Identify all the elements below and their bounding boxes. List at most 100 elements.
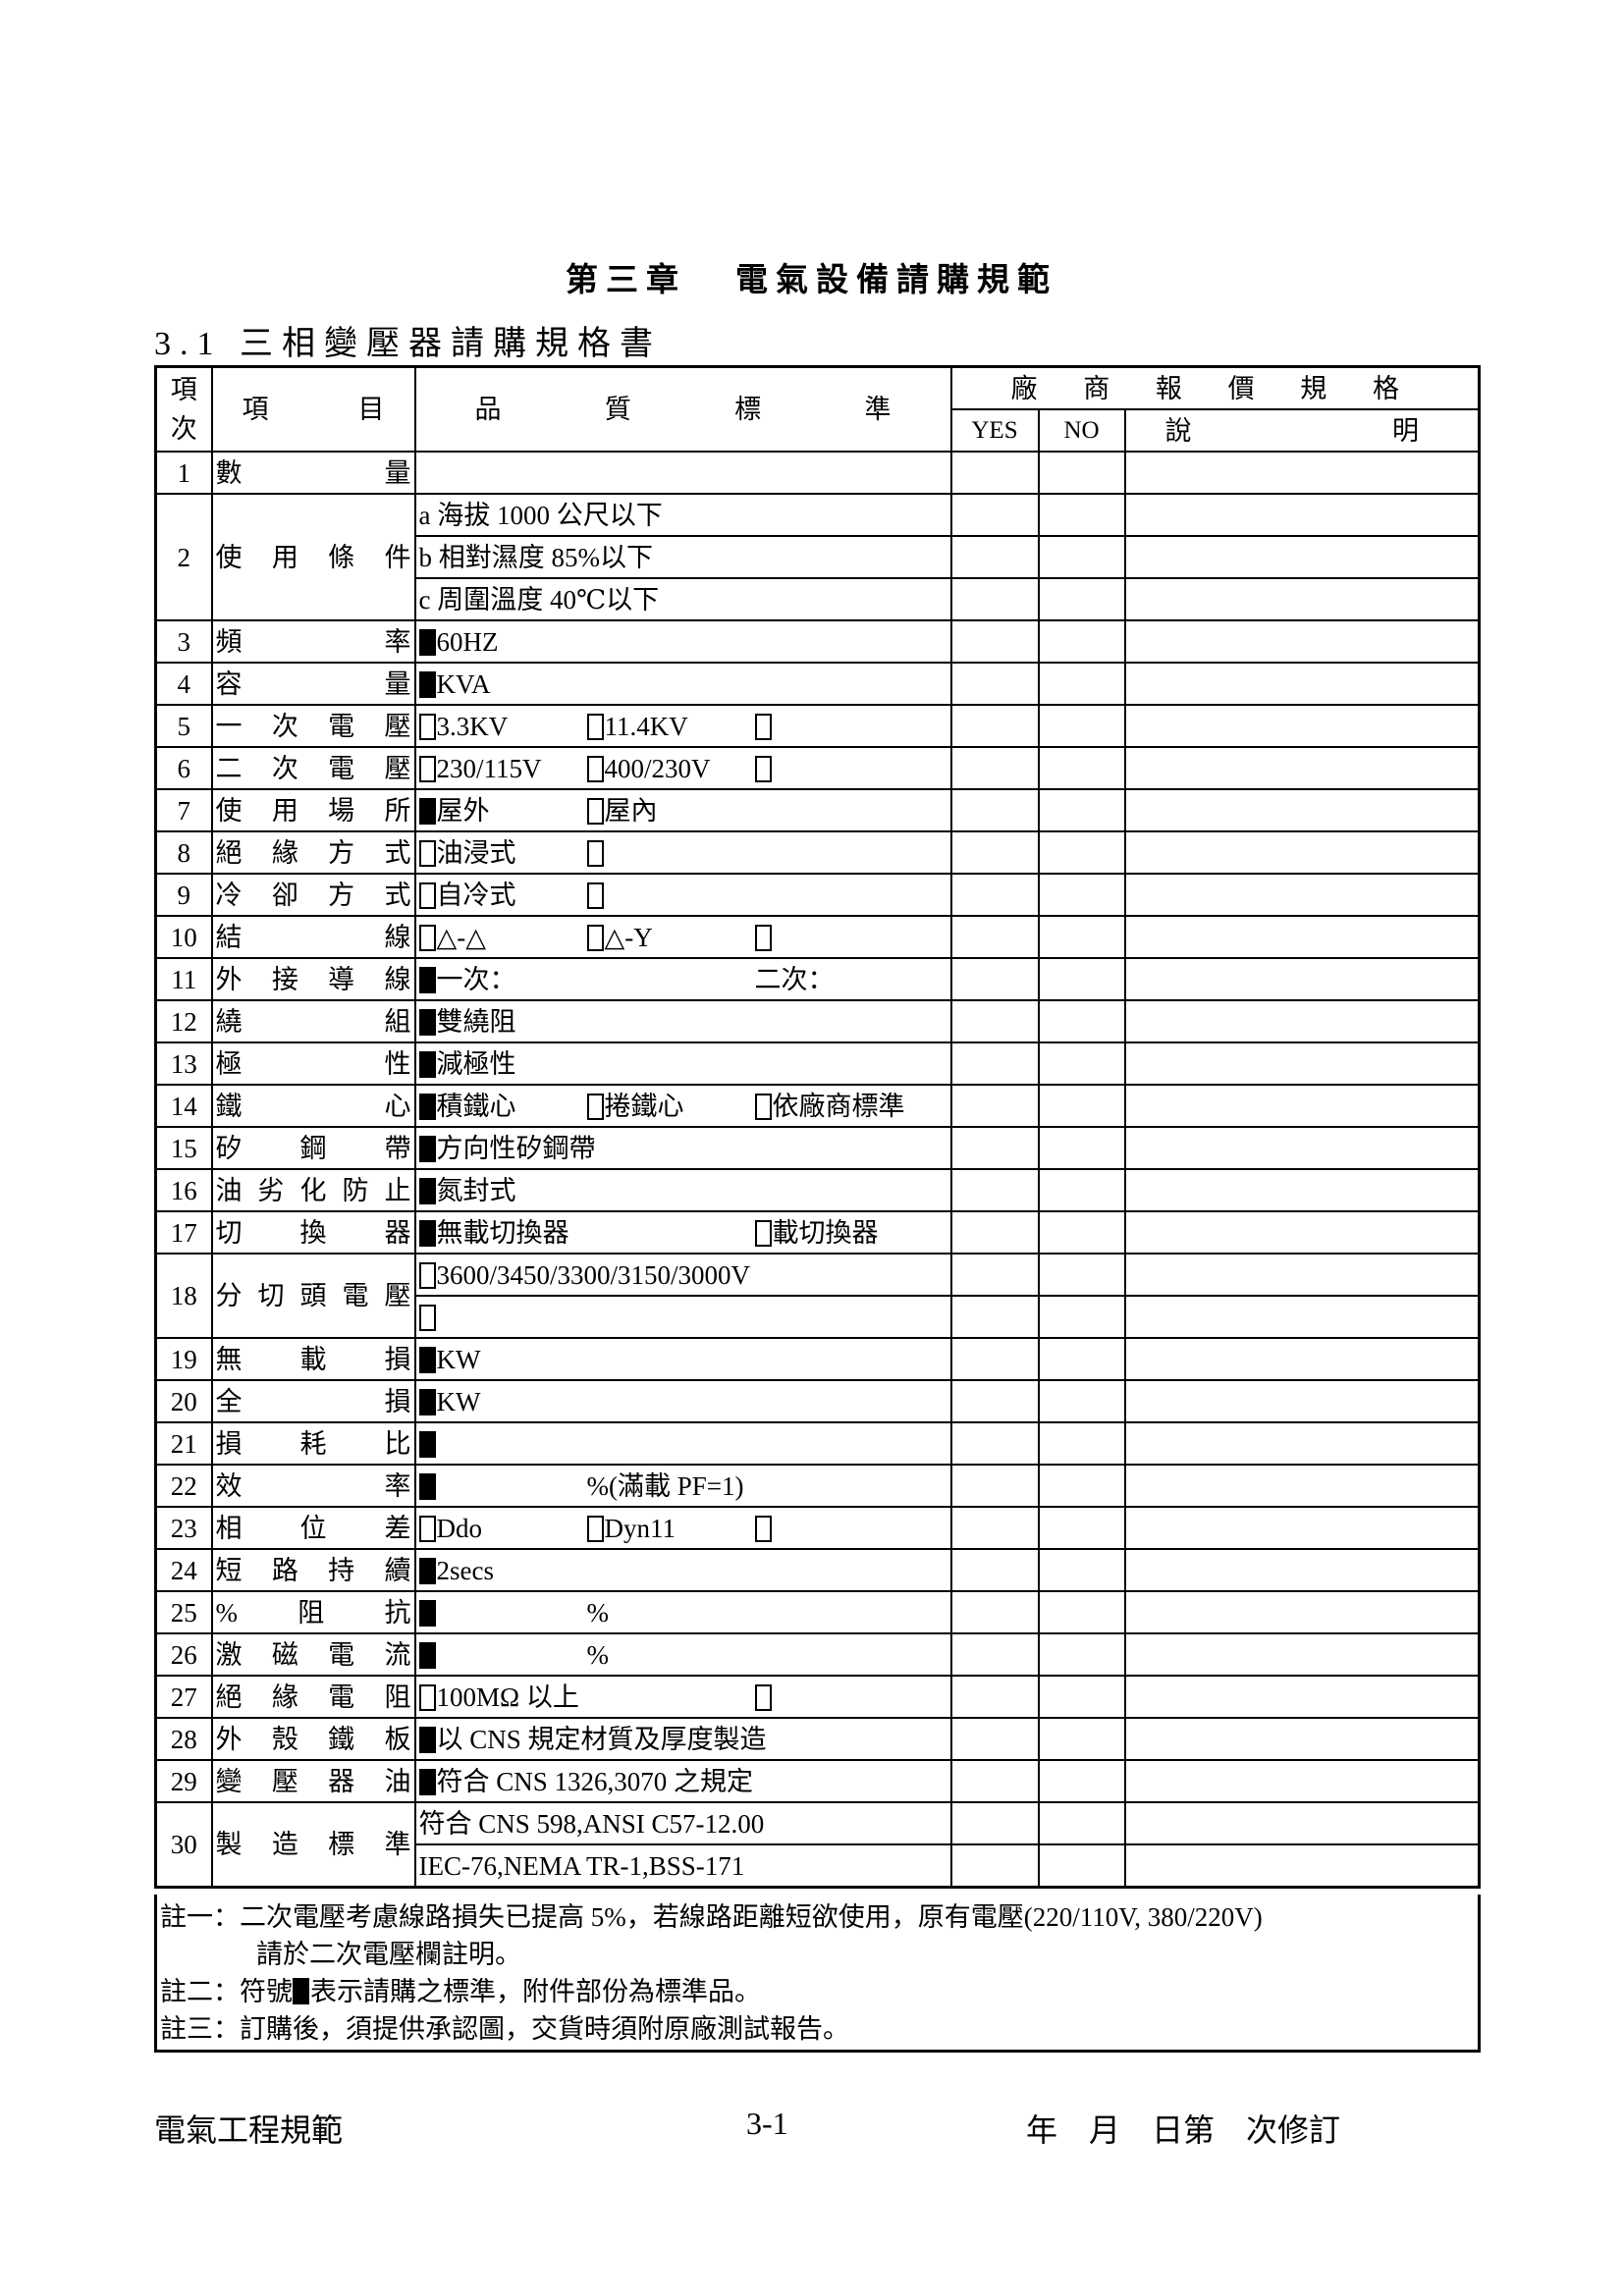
no-cell[interactable] (1037, 493, 1126, 537)
remark-cell[interactable] (1123, 1843, 1481, 1889)
empty-checkbox-icon[interactable] (754, 713, 772, 740)
remark-cell[interactable] (1123, 788, 1481, 832)
remark-cell[interactable] (1123, 1379, 1481, 1423)
empty-checkbox-icon[interactable] (418, 755, 436, 782)
yes-cell[interactable] (949, 1084, 1040, 1128)
no-cell[interactable] (1037, 1168, 1126, 1212)
remark-cell[interactable] (1123, 619, 1481, 664)
yes-cell[interactable] (949, 1548, 1040, 1592)
yes-cell[interactable] (949, 535, 1040, 579)
remark-cell[interactable] (1123, 1168, 1481, 1212)
empty-checkbox-icon[interactable] (418, 839, 436, 867)
remark-cell[interactable] (1123, 1210, 1481, 1255)
no-cell[interactable] (1037, 1632, 1126, 1677)
remark-cell[interactable] (1123, 957, 1481, 1001)
empty-checkbox-icon[interactable] (754, 1093, 772, 1120)
no-cell[interactable] (1037, 1675, 1126, 1719)
yes-cell[interactable] (949, 1590, 1040, 1634)
no-cell[interactable] (1037, 619, 1126, 664)
remark-cell[interactable] (1123, 915, 1481, 959)
empty-checkbox-icon[interactable] (586, 924, 604, 951)
yes-cell[interactable] (949, 957, 1040, 1001)
yes-cell[interactable] (949, 1126, 1040, 1170)
no-cell[interactable] (1037, 1253, 1126, 1297)
yes-cell[interactable] (949, 1168, 1040, 1212)
empty-checkbox-icon[interactable] (586, 839, 604, 867)
empty-checkbox-icon[interactable] (418, 1261, 436, 1289)
yes-cell[interactable] (949, 1337, 1040, 1381)
empty-checkbox-icon[interactable] (418, 1515, 436, 1542)
yes-cell[interactable] (949, 1759, 1040, 1803)
remark-cell[interactable] (1123, 1801, 1481, 1845)
remark-cell[interactable] (1123, 830, 1481, 875)
yes-cell[interactable] (949, 999, 1040, 1043)
yes-cell[interactable] (949, 1379, 1040, 1423)
yes-cell[interactable] (949, 1506, 1040, 1550)
remark-cell[interactable] (1123, 1464, 1481, 1508)
empty-checkbox-icon[interactable] (586, 713, 604, 740)
remark-cell[interactable] (1123, 1759, 1481, 1803)
empty-checkbox-icon[interactable] (418, 881, 436, 909)
no-cell[interactable] (1037, 1464, 1126, 1508)
yes-cell[interactable] (949, 577, 1040, 621)
yes-cell[interactable] (949, 1843, 1040, 1889)
yes-cell[interactable] (949, 1210, 1040, 1255)
empty-checkbox-icon[interactable] (586, 881, 604, 909)
yes-cell[interactable] (949, 915, 1040, 959)
yes-cell[interactable] (949, 830, 1040, 875)
empty-checkbox-icon[interactable] (418, 1304, 436, 1331)
remark-cell[interactable] (1123, 1337, 1481, 1381)
yes-cell[interactable] (949, 1464, 1040, 1508)
yes-cell[interactable] (949, 1253, 1040, 1297)
no-cell[interactable] (1037, 704, 1126, 748)
no-cell[interactable] (1037, 788, 1126, 832)
empty-checkbox-icon[interactable] (754, 1219, 772, 1247)
remark-cell[interactable] (1123, 493, 1481, 537)
no-cell[interactable] (1037, 873, 1126, 917)
yes-cell[interactable] (949, 746, 1040, 790)
empty-checkbox-icon[interactable] (586, 1093, 604, 1120)
no-cell[interactable] (1037, 1421, 1126, 1466)
yes-cell[interactable] (949, 1421, 1040, 1466)
yes-cell[interactable] (949, 788, 1040, 832)
empty-checkbox-icon[interactable] (754, 755, 772, 782)
remark-cell[interactable] (1123, 535, 1481, 579)
empty-checkbox-icon[interactable] (754, 924, 772, 951)
no-cell[interactable] (1037, 1759, 1126, 1803)
remark-cell[interactable] (1123, 1041, 1481, 1086)
no-cell[interactable] (1037, 1210, 1126, 1255)
remark-cell[interactable] (1123, 1506, 1481, 1550)
yes-cell[interactable] (949, 1717, 1040, 1761)
yes-cell[interactable] (949, 451, 1040, 495)
empty-checkbox-icon[interactable] (586, 1515, 604, 1542)
no-cell[interactable] (1037, 1801, 1126, 1845)
yes-cell[interactable] (949, 1041, 1040, 1086)
no-cell[interactable] (1037, 1337, 1126, 1381)
remark-cell[interactable] (1123, 1632, 1481, 1677)
remark-cell[interactable] (1123, 1253, 1481, 1297)
empty-checkbox-icon[interactable] (586, 755, 604, 782)
yes-cell[interactable] (949, 1801, 1040, 1845)
remark-cell[interactable] (1123, 1295, 1481, 1339)
no-cell[interactable] (1037, 957, 1126, 1001)
remark-cell[interactable] (1123, 1548, 1481, 1592)
remark-cell[interactable] (1123, 1421, 1481, 1466)
empty-checkbox-icon[interactable] (418, 924, 436, 951)
no-cell[interactable] (1037, 662, 1126, 706)
no-cell[interactable] (1037, 451, 1126, 495)
remark-cell[interactable] (1123, 999, 1481, 1043)
no-cell[interactable] (1037, 915, 1126, 959)
no-cell[interactable] (1037, 1295, 1126, 1339)
remark-cell[interactable] (1123, 873, 1481, 917)
no-cell[interactable] (1037, 535, 1126, 579)
no-cell[interactable] (1037, 1041, 1126, 1086)
yes-cell[interactable] (949, 619, 1040, 664)
no-cell[interactable] (1037, 830, 1126, 875)
no-cell[interactable] (1037, 577, 1126, 621)
no-cell[interactable] (1037, 1506, 1126, 1550)
no-cell[interactable] (1037, 1126, 1126, 1170)
yes-cell[interactable] (949, 662, 1040, 706)
remark-cell[interactable] (1123, 704, 1481, 748)
no-cell[interactable] (1037, 1084, 1126, 1128)
yes-cell[interactable] (949, 1295, 1040, 1339)
